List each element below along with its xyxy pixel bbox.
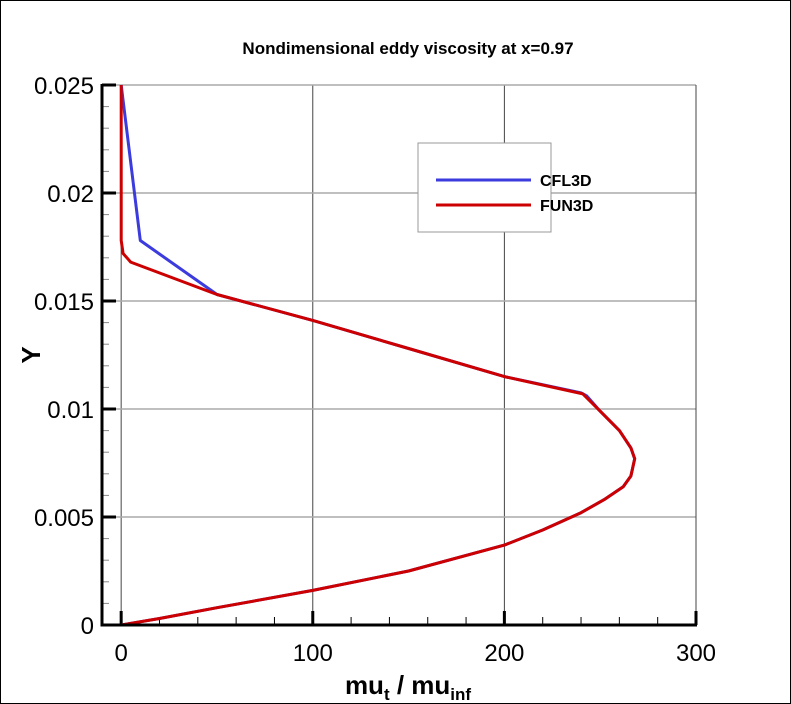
axes bbox=[100, 84, 697, 627]
legend-label-fun3d: FUN3D bbox=[540, 198, 593, 215]
y-tick-label: 0.01 bbox=[47, 397, 94, 424]
y-tick-label: 0 bbox=[81, 613, 94, 640]
x-tick-label: 300 bbox=[676, 640, 716, 667]
x-label-mid: / mu bbox=[390, 670, 451, 700]
x-label-sub-t: t bbox=[384, 685, 390, 704]
series-line-fun3d bbox=[119, 85, 637, 627]
x-tick-label: 0 bbox=[114, 640, 127, 667]
legend-label-cfl3d: CFL3D bbox=[540, 173, 592, 190]
x-label-main: mu bbox=[345, 670, 384, 700]
x-tick-label: 100 bbox=[293, 640, 333, 667]
y-tick-label: 0.02 bbox=[47, 181, 94, 208]
series-line-cfl3d bbox=[119, 84, 637, 627]
x-tick-label: 200 bbox=[484, 640, 524, 667]
x-axis-label: mut / muinf bbox=[345, 670, 471, 704]
y-axis-label: Y bbox=[16, 346, 46, 363]
y-tick-label: 0.005 bbox=[34, 505, 94, 532]
legend: CFL3D FUN3D bbox=[417, 142, 593, 233]
curves bbox=[119, 84, 637, 627]
y-tick-label: 0.025 bbox=[34, 73, 94, 100]
x-label-sub-inf: inf bbox=[450, 685, 471, 704]
grid bbox=[102, 84, 697, 625]
chart-title: Nondimensional eddy viscosity at x=0.97 bbox=[242, 39, 573, 58]
ticks: 0 100 200 300 0 0.005 0.01 0.015 0.02 0.025 bbox=[34, 73, 716, 667]
y-tick-label: 0.015 bbox=[34, 289, 94, 316]
legend-box bbox=[417, 142, 552, 233]
